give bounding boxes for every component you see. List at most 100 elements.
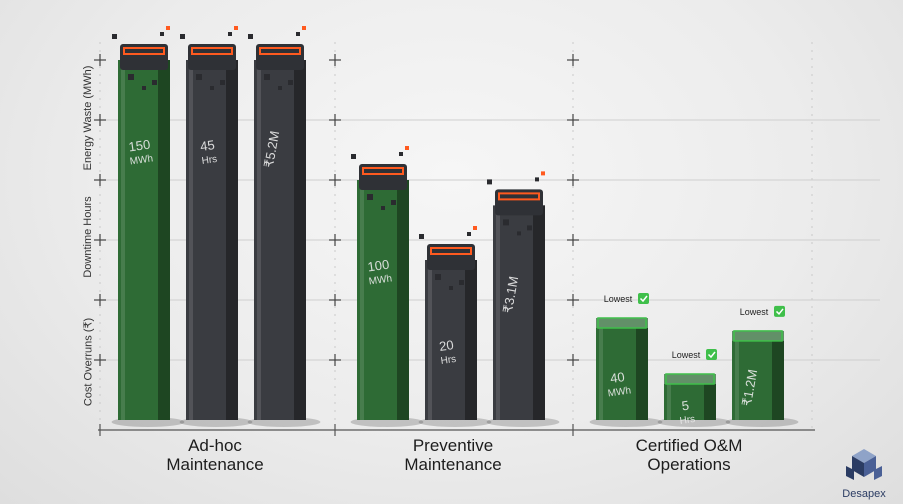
bar-cap-glow <box>191 47 233 55</box>
debris-pixel <box>296 32 300 36</box>
bar-highlight <box>735 336 739 420</box>
debris-pixel <box>351 154 356 159</box>
lowest-badge: Lowest <box>672 349 717 360</box>
bar-value-label: 45Hrs <box>199 137 218 167</box>
debris-pixel <box>467 232 471 236</box>
debris-spark <box>234 26 238 30</box>
bar: 100MWh <box>350 146 424 427</box>
bar: 20Hrs <box>418 226 492 427</box>
bar-cap-glow <box>430 247 472 255</box>
debris-spark <box>302 26 306 30</box>
brand-name: Desapex <box>842 488 886 500</box>
debris-pixel <box>391 200 396 205</box>
debris-pixel <box>435 274 441 280</box>
checkmark-icon-path <box>639 295 648 303</box>
debris-spark <box>166 26 170 30</box>
lowest-badge-text: Lowest <box>672 350 701 360</box>
bar-highlight <box>428 260 432 420</box>
debris-spark <box>541 171 545 176</box>
debris-pixel <box>278 86 282 90</box>
bar: 45Hrs <box>179 26 253 427</box>
debris-pixel <box>128 74 134 80</box>
category-label-certified: Certified O&M Operations <box>635 436 743 474</box>
bar: 5Hrs Lowest <box>657 349 731 427</box>
debris-pixel <box>160 32 164 36</box>
bar-cap-glow <box>665 373 715 385</box>
bar: ₹1.2M Lowest <box>725 305 799 427</box>
bar-value-label: 150MWh <box>127 136 154 167</box>
brand-logo: Desapex <box>834 448 894 500</box>
checkmark-icon <box>638 293 649 304</box>
bar-side <box>704 380 716 420</box>
bar-side <box>636 324 648 420</box>
bar-cap <box>120 44 168 70</box>
bar-value-label: 100MWh <box>366 256 393 287</box>
debris-pixel <box>527 225 532 231</box>
bar-side <box>294 60 306 420</box>
debris-pixel <box>196 74 202 80</box>
checkmark-icon <box>774 305 785 317</box>
bar-cap <box>664 374 716 384</box>
bar-highlight <box>189 60 193 420</box>
debris-pixel <box>535 177 539 182</box>
bar: 40MWh Lowest <box>589 293 663 427</box>
bar-value-label: ₹3.1M <box>500 275 521 314</box>
debris-pixel <box>449 286 453 290</box>
debris-pixel <box>152 80 157 85</box>
bar-value-label: ₹1.2M <box>739 368 760 407</box>
bar-side <box>533 205 545 420</box>
bar-highlight <box>121 60 125 420</box>
bar-cap-glow <box>597 317 647 329</box>
bar: 150MWh <box>111 26 185 427</box>
lowest-badge-text: Lowest <box>604 294 633 304</box>
bar-cap-glow <box>362 167 404 175</box>
bar-cap <box>596 318 648 328</box>
bar-cap <box>732 330 784 341</box>
bar-cap <box>359 164 407 190</box>
bar-value-label: 20Hrs <box>438 337 457 367</box>
desapex-logo-icon <box>846 449 882 480</box>
debris-pixel <box>228 32 232 36</box>
bar-cap-glow <box>498 192 540 201</box>
lowest-badge: Lowest <box>604 293 649 304</box>
debris-pixel <box>112 34 117 39</box>
bar-side <box>226 60 238 420</box>
bar-cap <box>188 44 236 70</box>
bar-cap-glow <box>123 47 165 55</box>
bar-highlight <box>360 180 364 420</box>
bar-cap-glow <box>733 330 783 342</box>
debris-pixel <box>503 219 509 226</box>
debris-spark <box>405 146 409 150</box>
debris-pixel <box>399 152 403 156</box>
category-label-adhoc: Ad-hoc Maintenance <box>166 436 264 474</box>
debris-pixel <box>220 80 225 85</box>
bar: ₹3.1M <box>486 171 560 427</box>
bar-side <box>772 336 784 420</box>
debris-pixel <box>142 86 146 90</box>
bar-side <box>158 60 170 420</box>
bar-highlight <box>496 205 500 420</box>
debris-pixel <box>180 34 185 39</box>
bar-cap <box>256 44 304 70</box>
debris-pixel <box>517 231 521 236</box>
debris-pixel <box>248 34 253 39</box>
debris-pixel <box>288 80 293 85</box>
lowest-badge: Lowest <box>740 305 785 317</box>
checkmark-icon <box>706 349 717 360</box>
bar-highlight <box>599 324 603 420</box>
bar-value-label: ₹5.2M <box>261 130 282 169</box>
bar-cap <box>427 244 475 270</box>
debris-pixel <box>487 179 492 185</box>
debris-pixel <box>381 206 385 210</box>
bar-value-label: 40MWh <box>605 368 632 399</box>
checkmark-icon-path <box>707 351 716 359</box>
debris-pixel <box>419 234 424 239</box>
debris-pixel <box>367 194 373 200</box>
bar-highlight <box>667 380 671 420</box>
debris-pixel <box>264 74 270 80</box>
bar-side <box>397 180 409 420</box>
checkmark-icon-path <box>775 308 784 316</box>
bar-cap-glow <box>259 47 301 55</box>
bar-cap <box>495 189 543 216</box>
